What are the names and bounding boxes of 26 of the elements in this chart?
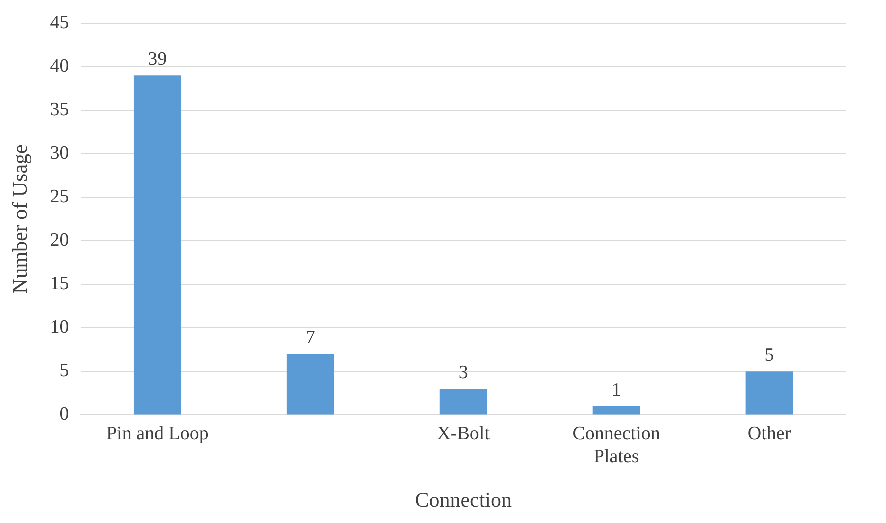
y-tick-label: 20 — [50, 230, 70, 252]
x-tick-label: Connection Plates — [572, 424, 661, 468]
y-tick-label: 10 — [50, 317, 70, 338]
bar — [286, 354, 334, 415]
y-tick-label: 30 — [50, 142, 70, 164]
data-label: 39 — [148, 49, 168, 70]
y-axis-title: Number of Usage — [8, 144, 32, 294]
x-tick-label: X-Bolt — [437, 424, 491, 445]
data-label: 5 — [764, 345, 774, 366]
bar — [592, 406, 640, 415]
y-tick-label: 15 — [50, 274, 70, 295]
x-tick-label: Other — [748, 424, 792, 445]
y-tick-label: 45 — [50, 12, 70, 34]
bar — [746, 372, 794, 415]
bar — [134, 76, 182, 415]
y-tick-label: 40 — [50, 56, 70, 77]
x-axis-title: Connection — [415, 488, 513, 512]
data-label: 1 — [612, 380, 622, 401]
x-tick-label: Pin and Loop — [106, 424, 209, 445]
data-label: 3 — [458, 362, 468, 384]
y-tick-label: 0 — [60, 404, 70, 426]
y-tick-label: 5 — [60, 360, 70, 382]
y-tick-label: 35 — [50, 99, 70, 120]
data-label: 7 — [306, 328, 316, 349]
y-tick-label: 25 — [50, 186, 70, 208]
bar — [440, 389, 488, 415]
